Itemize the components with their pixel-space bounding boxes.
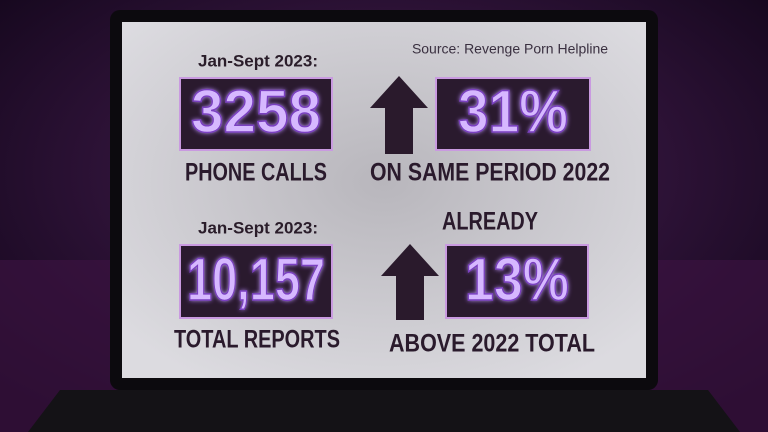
stat-value: 31% bbox=[458, 78, 568, 145]
stat-box bbox=[179, 77, 333, 151]
up-arrow bbox=[370, 76, 428, 154]
stat-label: TOTAL REPORTS bbox=[174, 326, 340, 354]
period: Jan-Sept 2023: bbox=[198, 51, 318, 70]
stat-label: ON SAME PERIOD 2022 bbox=[370, 159, 610, 187]
stat-value: 13% bbox=[465, 246, 569, 313]
screen bbox=[122, 22, 646, 378]
stat-value: 10,157 bbox=[187, 246, 325, 313]
period: Jan-Sept 2023: bbox=[198, 218, 318, 237]
keyboard bbox=[28, 390, 740, 432]
source: Source: Revenge Porn Helpline bbox=[412, 41, 608, 57]
stat-box bbox=[179, 244, 333, 319]
stat-box bbox=[435, 77, 591, 151]
stat-label: PHONE CALLS bbox=[185, 159, 327, 187]
up-arrow bbox=[381, 244, 439, 320]
stat-label: ABOVE 2022 TOTAL bbox=[389, 330, 595, 358]
stat-box bbox=[445, 244, 589, 319]
stat-prefix: ALREADY bbox=[442, 208, 538, 236]
stat-value: 3258 bbox=[191, 78, 321, 145]
